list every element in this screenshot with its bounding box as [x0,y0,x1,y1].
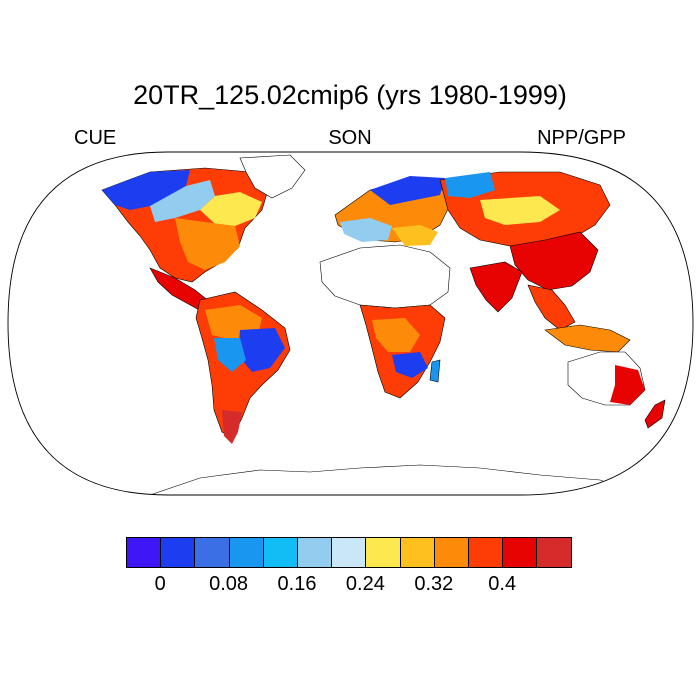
colorbar-box [127,538,162,567]
region-india [469,261,523,313]
colorbar-tick-label: 0.32 [414,573,454,595]
map-title: 20TR_125.02cmip6 (yrs 1980-1999) [133,80,567,110]
season-label: SON [328,127,372,149]
colorbar-box [195,538,230,567]
region-canada-light [150,180,215,222]
colorbar-box [332,538,367,567]
colorbar-tick-label: 0 [154,573,166,595]
region-mediterranean [392,225,438,246]
colorbar-tick-label: 0.16 [277,573,317,595]
colorbar-tick-label: 0.4 [488,573,517,595]
region-southeast-asia [527,284,576,331]
colorbar-box [537,538,572,567]
region-australia-east [610,365,645,405]
colorbar-box [468,538,504,567]
region-congo [372,318,420,352]
region-brazil-blue [238,328,285,372]
colorbar-box [434,538,469,567]
region-africa-sahara [319,244,451,309]
region-patagonia [222,410,242,444]
region-madagascar [429,359,441,383]
region-brazil-lightblue [214,338,246,372]
region-new-zealand [644,399,666,429]
colorbar-box [503,538,538,567]
region-canada-yellow [200,192,262,226]
colorbar-box [366,538,401,567]
region-siberia-blue [445,172,495,198]
variable-label: CUE [74,127,117,149]
region-alaska-canada-cold [102,170,190,210]
colorbar [126,537,573,568]
colorbar-box [263,538,298,567]
units-label: NPP/GPP [537,127,626,149]
region-indonesia [544,324,631,353]
colorbar-box [297,538,333,567]
region-eastern-us [175,218,240,270]
region-south-africa-blue [392,352,428,378]
region-asia-yellow [480,196,560,225]
map-boundary [7,151,694,496]
colorbar-tick-label: 0.24 [345,573,385,595]
colorbar-tick-label: 0.08 [209,573,249,595]
region-europe-lightblue [340,218,392,242]
colorbar-box [161,538,196,567]
region-scandinavia [370,176,445,205]
region-greenland [239,154,306,199]
colorbar-box [400,538,435,567]
region-antarctica [149,464,641,495]
colorbar-box [229,538,264,567]
